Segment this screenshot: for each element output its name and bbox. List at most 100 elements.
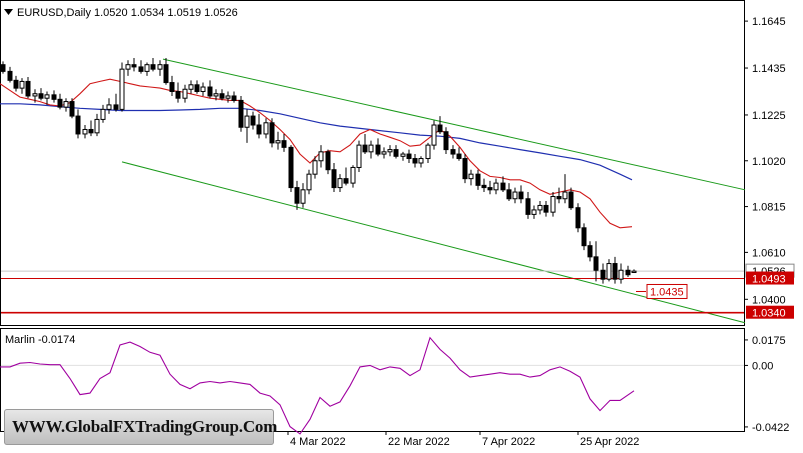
candle-28 [175, 82, 181, 103]
candle-44 [275, 131, 281, 150]
candle-body [19, 80, 25, 89]
channel-lines [121, 58, 746, 324]
candle-59 [368, 140, 374, 159]
candle-body [543, 204, 549, 213]
candle-body [113, 104, 119, 110]
candle-body [587, 245, 593, 258]
candle-14 [88, 120, 94, 137]
candle-64 [400, 151, 406, 161]
candle-31 [194, 80, 200, 94]
candle-50 [312, 156, 318, 179]
candle-99 [618, 263, 624, 284]
candle-85 [531, 205, 537, 219]
candle-body [188, 84, 194, 90]
candle-91 [568, 187, 574, 210]
candle-body [244, 115, 250, 128]
annotation-group: 1.0435 [636, 283, 688, 299]
candle-84 [525, 192, 531, 219]
candle-body [256, 124, 262, 135]
candle-15 [94, 113, 100, 137]
annotation-box [646, 283, 688, 299]
candle-55 [343, 167, 349, 186]
candle-72 [450, 145, 456, 159]
candle-75 [468, 169, 474, 186]
marlin-line [0, 336, 635, 435]
candle-53 [331, 163, 337, 193]
candle-21 [131, 57, 137, 72]
candle-70 [437, 116, 443, 134]
candle-body [157, 64, 163, 70]
candle-body [38, 93, 44, 99]
candle-body [493, 182, 499, 191]
candle-body [450, 149, 456, 155]
candle-body [100, 108, 106, 120]
candle-body [343, 178, 349, 184]
candle-11 [69, 98, 75, 119]
candle-body [294, 187, 300, 204]
candle-92 [575, 203, 581, 233]
candle-89 [556, 187, 562, 204]
ind-tick-label-1: 0.00 [752, 360, 773, 372]
candle-8 [51, 90, 57, 103]
candle-body [418, 158, 424, 164]
candle-17 [106, 98, 112, 114]
candle-body [456, 153, 462, 160]
candle-67 [418, 156, 424, 168]
y-tick-label-2: 1.1225 [752, 110, 786, 122]
y-tick-label-5: 1.0610 [752, 247, 786, 259]
candle-63 [393, 145, 399, 159]
collapse-triangle-icon[interactable] [4, 9, 13, 15]
candle-body [375, 144, 381, 155]
candle-39 [244, 109, 250, 143]
candle-body [0, 64, 6, 72]
annotation-label: 1.0435 [650, 286, 684, 298]
candle-13 [82, 125, 88, 139]
candle-45 [281, 133, 287, 152]
candle-96 [600, 263, 606, 284]
candle-body [431, 124, 437, 146]
candle-body [575, 207, 581, 229]
candle-body [462, 158, 468, 180]
y-tick-label-4: 1.0815 [752, 202, 786, 214]
candle-body [94, 118, 100, 134]
candle-body [207, 86, 213, 97]
candle-30 [188, 80, 194, 94]
candle-body [387, 149, 393, 153]
candle-69 [431, 120, 437, 150]
candle-46 [288, 145, 294, 193]
level-label-box-0 [746, 271, 794, 285]
candle-body [500, 182, 506, 191]
candle-37 [231, 91, 237, 103]
level-label-1: 1.0340 [752, 308, 786, 320]
candle-83 [518, 185, 524, 204]
candle-body [550, 196, 556, 213]
candle-body [468, 173, 474, 180]
candle-body [63, 101, 69, 108]
candle-body [368, 144, 374, 153]
y-tick-label-0: 1.1645 [752, 16, 786, 28]
candle-2 [13, 75, 19, 92]
candle-61 [381, 147, 387, 159]
candle-36 [225, 91, 231, 103]
candle-body [618, 269, 624, 280]
candle-body [568, 191, 574, 209]
candle-49 [306, 169, 312, 195]
candle-6 [38, 88, 44, 101]
candle-65 [406, 149, 412, 163]
candle-35 [219, 89, 225, 101]
candle-18 [113, 93, 119, 112]
candle-body [612, 263, 618, 280]
level-label-0: 1.0493 [752, 274, 786, 286]
candle-29 [182, 84, 188, 103]
candle-66 [412, 154, 418, 168]
candle-94 [587, 241, 593, 262]
chart-header: EURUSD,Daily 1.0520 1.0534 1.0519 1.0526 [17, 7, 238, 19]
candle-body [7, 70, 13, 81]
candle-33 [207, 80, 213, 99]
ind-tick-label-2: -0.0422 [752, 422, 789, 434]
candle-27 [169, 75, 175, 96]
channel-lower-line [121, 161, 746, 324]
candle-body [362, 144, 368, 153]
candle-body [437, 124, 443, 133]
